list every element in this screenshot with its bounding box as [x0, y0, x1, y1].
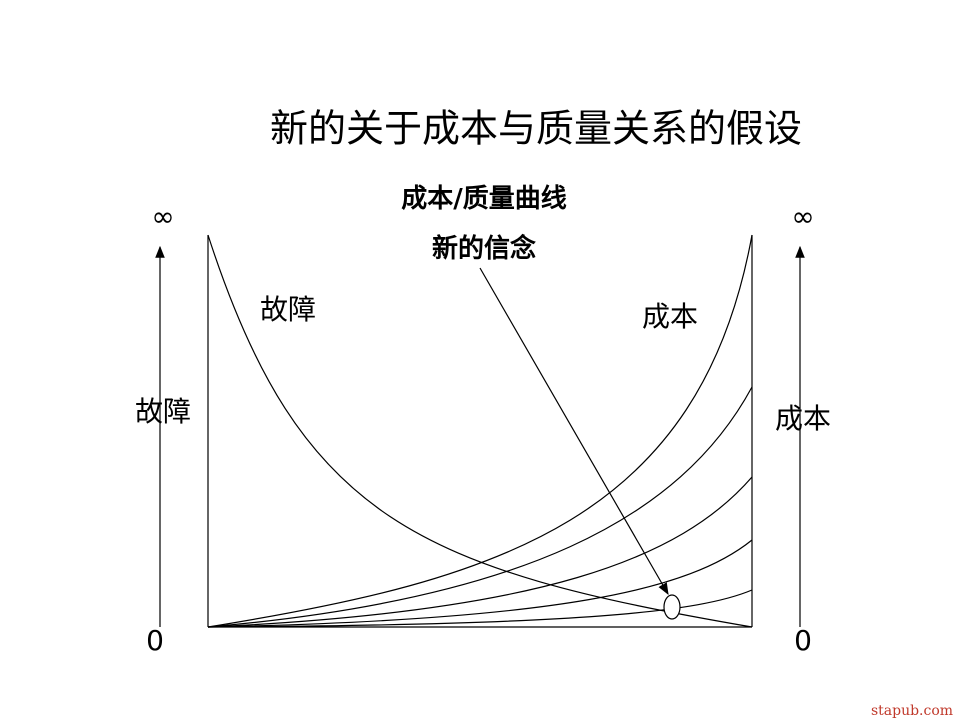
watermark: stapub.com [871, 703, 953, 719]
failure-curve-label: 故障 [260, 293, 316, 326]
left-axis-top: ∞ [151, 200, 174, 233]
cost-curve [207, 234, 753, 628]
right-axis-label: 成本 [775, 402, 831, 435]
title: 新的关于成本与质量关系的假设 [270, 107, 802, 151]
right-axis-top: ∞ [791, 200, 814, 233]
cost-curve [207, 386, 753, 628]
left-axis-label: 故障 [135, 395, 191, 428]
failure-curve [207, 234, 753, 628]
right-axis-bottom: 0 [794, 624, 812, 657]
belief-arrow [479, 267, 669, 596]
cost-curve-label: 成本 [642, 300, 698, 333]
cost-curve [207, 589, 753, 628]
cost-curve [207, 476, 753, 628]
plot-frame [207, 235, 753, 628]
curve-label: 成本/质量曲线 [401, 184, 567, 214]
optimum-point [663, 594, 681, 620]
left-axis-bottom: 0 [146, 624, 164, 657]
belief-label: 新的信念 [432, 233, 536, 264]
cost-curve [207, 539, 753, 628]
